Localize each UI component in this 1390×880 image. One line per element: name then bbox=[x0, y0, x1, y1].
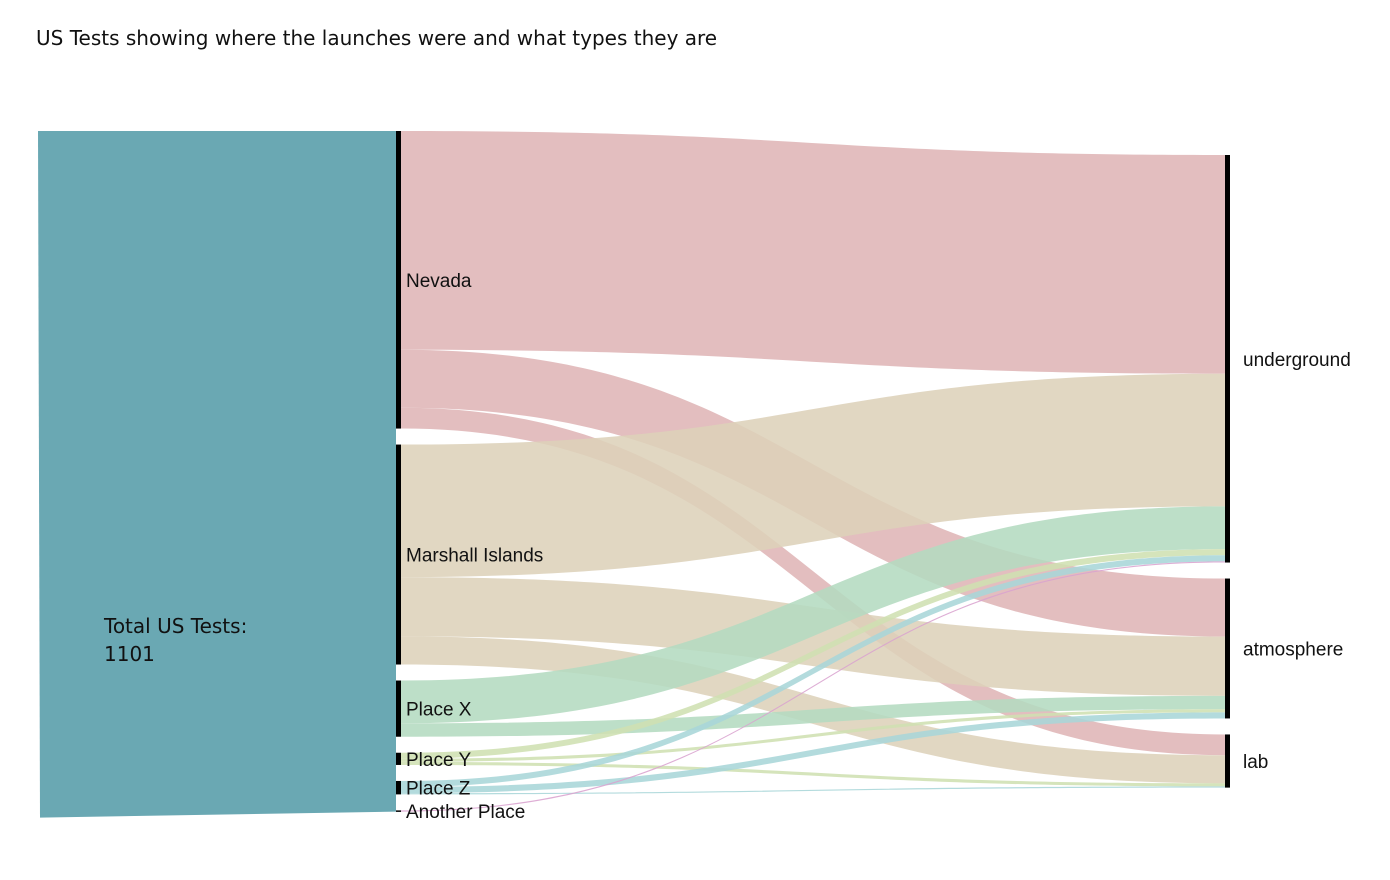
link-marshall-to-underground bbox=[401, 373, 1225, 578]
node-label-atmosphere: atmosphere bbox=[1243, 639, 1343, 660]
total-label-line1: Total US Tests: bbox=[103, 614, 247, 638]
total-tests-block bbox=[38, 131, 396, 818]
node-bar-atmosphere bbox=[1225, 578, 1230, 719]
node-bar-another bbox=[396, 810, 401, 812]
node-bar-lab bbox=[1225, 734, 1230, 788]
total-node-group: Total US Tests: 1101 bbox=[38, 131, 396, 818]
link-nevada-to-lab bbox=[401, 407, 1225, 756]
node-label-placez: Place Z bbox=[406, 779, 471, 800]
link-placey-to-underground bbox=[401, 549, 1225, 759]
flow-links bbox=[401, 131, 1225, 812]
link-placez-to-atmosphere bbox=[401, 712, 1225, 794]
chart-title: US Tests showing where the launches were… bbox=[36, 26, 718, 50]
total-label-line2: 1101 bbox=[104, 642, 155, 666]
link-placey-to-atmosphere bbox=[401, 709, 1225, 762]
node-bar-nevada bbox=[396, 131, 401, 429]
node-bar-underground bbox=[1225, 155, 1230, 563]
node-bar-placex bbox=[396, 680, 401, 737]
node-label-underground: underground bbox=[1243, 350, 1351, 371]
link-placex-to-underground bbox=[401, 506, 1225, 724]
link-marshall-to-atmosphere bbox=[401, 577, 1225, 696]
link-nevada-to-underground bbox=[401, 131, 1225, 374]
link-another-to-underground bbox=[401, 561, 1225, 812]
link-placey-to-lab bbox=[401, 761, 1225, 787]
node-label-another: Another Place bbox=[406, 802, 525, 823]
node-bar-placey bbox=[396, 752, 401, 765]
node-label-lab: lab bbox=[1243, 752, 1268, 773]
link-placez-to-underground bbox=[401, 555, 1225, 788]
node-bar-marshall bbox=[396, 444, 401, 665]
nodes: Nevada Marshall Islands Place X Place Y Plac… bbox=[396, 131, 1351, 823]
node-bar-placez bbox=[396, 780, 401, 795]
node-label-nevada: Nevada bbox=[406, 271, 472, 292]
node-label-placex: Place X bbox=[406, 700, 472, 721]
link-placex-to-atmosphere bbox=[401, 695, 1225, 737]
node-label-marshall: Marshall Islands bbox=[406, 546, 543, 567]
link-placez-to-lab bbox=[401, 786, 1225, 795]
node-label-placey: Place Y bbox=[406, 750, 471, 771]
